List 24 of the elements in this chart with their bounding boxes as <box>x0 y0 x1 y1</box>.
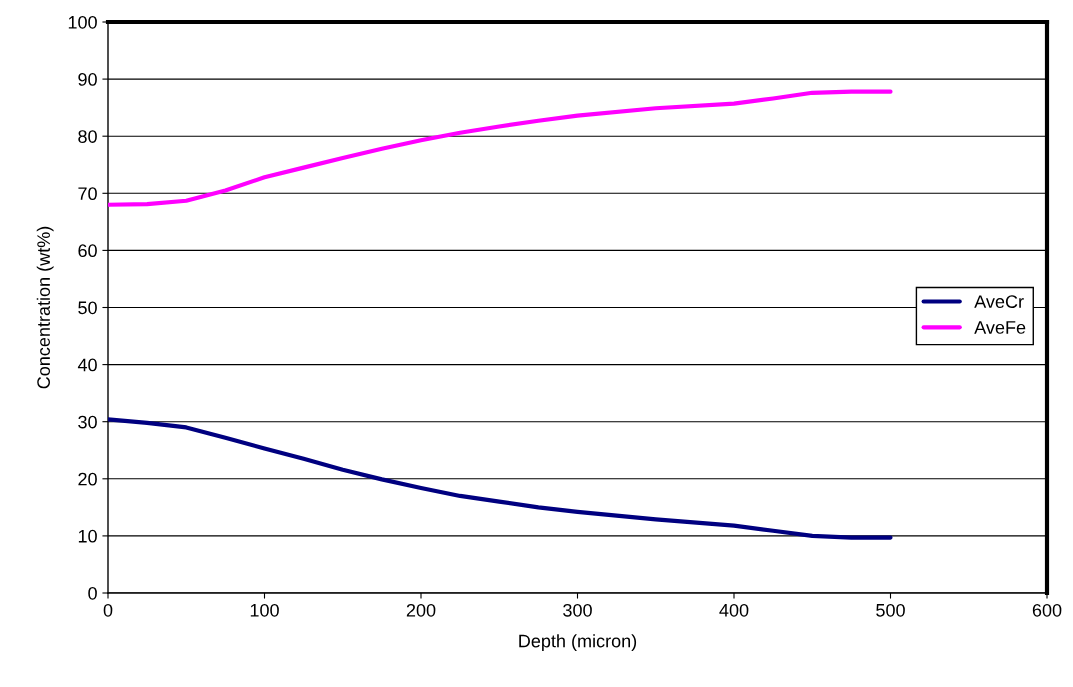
y-axis-title: Concentration (wt%) <box>36 226 54 389</box>
y-tick-label: 40 <box>77 358 97 372</box>
legend-label: AveCr <box>974 295 1024 308</box>
y-tick-label: 70 <box>78 187 97 201</box>
y-tick-label: 20 <box>78 472 97 486</box>
y-tick-label: 100 <box>68 15 97 29</box>
y-tick-label: 90 <box>78 73 97 86</box>
x-tick-label: 600 <box>1032 603 1062 617</box>
x-tick-label: 200 <box>406 603 436 617</box>
line-series <box>108 89 893 207</box>
x-tick-label: 300 <box>563 603 592 617</box>
y-tick-label: 0 <box>88 586 97 600</box>
x-axis-title: Depth (micron) <box>519 634 637 651</box>
y-tick-label: 60 <box>78 244 97 258</box>
x-tick-label: 500 <box>876 603 905 617</box>
y-tick-label: 80 <box>78 130 97 143</box>
x-tick-label: 100 <box>250 603 279 617</box>
y-tick-label: 50 <box>78 301 97 315</box>
y-tick-label: 30 <box>78 415 97 429</box>
line-series <box>108 417 893 540</box>
x-tick-label: 0 <box>103 603 113 617</box>
legend-label: AveFe <box>974 321 1026 334</box>
y-tick-label: 10 <box>78 529 97 543</box>
x-tick-label: 400 <box>719 603 749 617</box>
